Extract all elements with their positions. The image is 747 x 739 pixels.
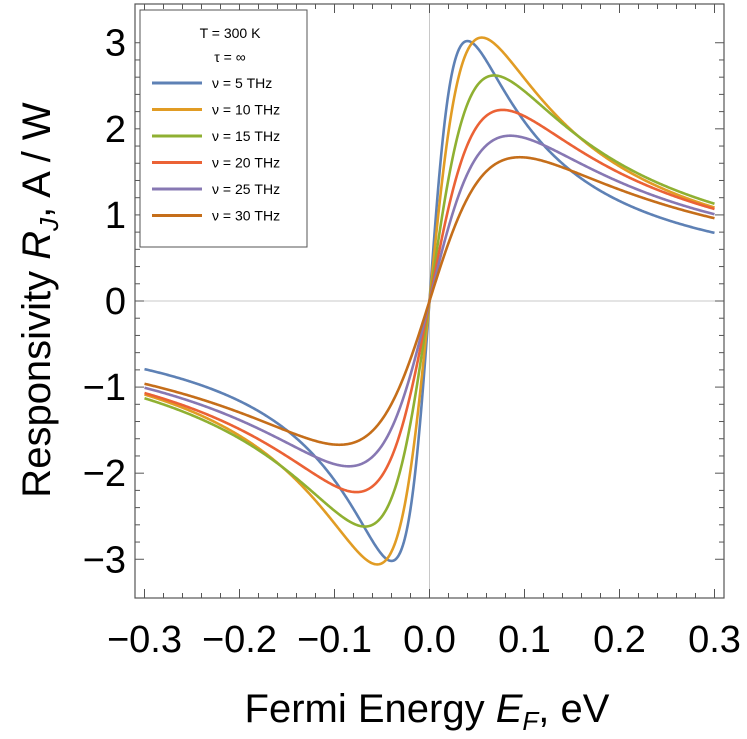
y-tick-label: 0 — [105, 281, 126, 323]
y-axis-title: Responsivity RJ, A / W — [15, 102, 64, 498]
x-tick-label: −0.3 — [107, 619, 182, 661]
legend-label-1: ν = 5 THz — [212, 75, 272, 91]
x-tick-label: −0.1 — [297, 619, 372, 661]
legend-label-4: ν = 20 THz — [212, 155, 280, 171]
legend-title-tau: τ = ∞ — [214, 49, 245, 65]
series-lines — [144, 36, 715, 566]
y-tick-label: 3 — [105, 23, 126, 65]
x-tick-label: 0.3 — [688, 619, 741, 661]
legend-label-5: ν = 25 THz — [212, 181, 280, 197]
x-tick-label: 0.1 — [498, 619, 551, 661]
x-tick-label: 0.0 — [403, 619, 456, 661]
series-line-6 — [144, 155, 715, 447]
y-tick-labels: −3 −2 −1 0 1 2 3 — [83, 23, 126, 582]
x-tick-label: −0.2 — [202, 619, 277, 661]
legend-title-temperature: T = 300 K — [200, 25, 262, 41]
legend-label-3: ν = 15 THz — [212, 128, 280, 144]
legend-label-6: ν = 30 THz — [212, 208, 280, 224]
legend-label-2: ν = 10 THz — [212, 102, 280, 118]
x-tick-labels: −0.3 −0.2 −0.1 0.0 0.1 0.2 0.3 — [107, 619, 741, 661]
x-tick-label: 0.2 — [593, 619, 646, 661]
y-tick-label: −2 — [83, 453, 126, 495]
legend: T = 300 K τ = ∞ ν = 5 THz ν = 10 THz ν = 1… — [139, 9, 308, 248]
legend-box — [139, 9, 308, 248]
y-tick-label: −3 — [83, 539, 126, 581]
x-axis-title: Fermi Energy EF, eV — [245, 687, 610, 736]
y-tick-label: 1 — [105, 195, 126, 237]
y-tick-label: 2 — [105, 109, 126, 151]
y-tick-label: −1 — [83, 367, 126, 409]
